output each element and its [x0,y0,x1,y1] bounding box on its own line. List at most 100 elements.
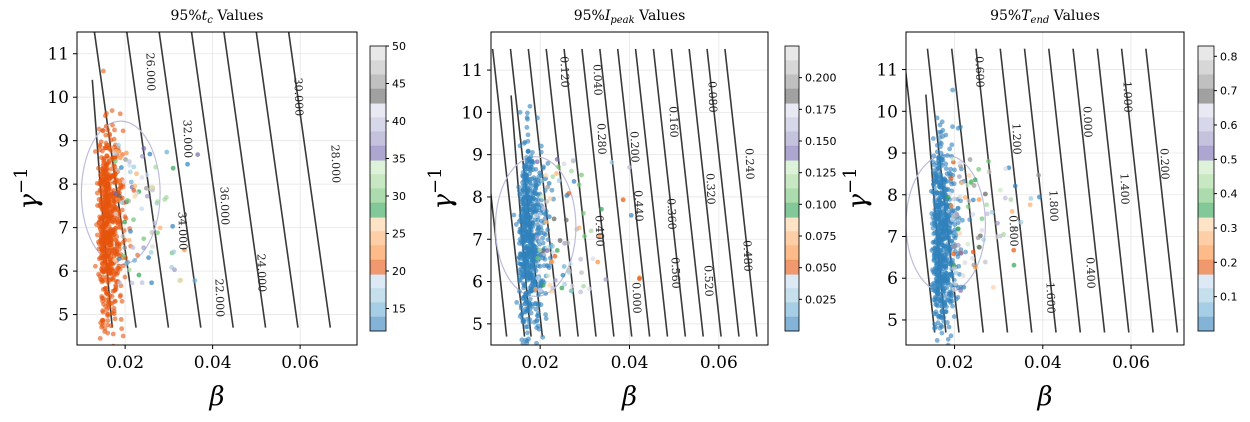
data-point [526,250,532,256]
data-point [122,274,128,280]
data-point [951,286,957,292]
data-point [536,211,542,217]
data-point [949,238,955,244]
data-point [541,263,547,269]
plot-frame [76,31,358,346]
data-point [129,280,135,286]
data-point [101,240,107,246]
data-point [109,310,115,316]
data-point [963,249,968,255]
data-point [104,175,110,181]
data-point [127,162,132,168]
colorbar-segment [1198,174,1214,189]
colorbar-segment [370,60,386,75]
y-label-symbol: γ [14,194,44,210]
data-point [122,245,128,251]
data-point [108,323,114,329]
data-point [147,151,153,157]
data-point [528,195,534,201]
data-point [550,174,556,180]
data-point [112,179,118,185]
data-point [569,283,575,289]
confidence-ellipse [80,120,161,266]
data-point [637,276,642,282]
data-point [113,286,119,292]
contour-label: 0.200 [1157,148,1171,180]
y-tick-label: 7 [472,230,483,250]
data-point [934,215,939,221]
colorbar-segment [1198,188,1214,204]
data-point [960,217,965,223]
data-point [982,259,988,265]
data-point [171,249,177,255]
colorbar-tick-label: 0.050 [805,262,837,275]
data-point [127,169,133,175]
contour-line [950,48,985,333]
colorbar-segment [785,288,799,303]
data-point [530,149,535,155]
contour-line [670,48,705,337]
colorbar-segment [1198,46,1214,61]
data-point [195,152,201,157]
contour-label: 26.000 [143,52,157,91]
data-point [119,326,125,332]
contour-line [975,48,1009,333]
data-point [533,301,538,306]
data-point [103,162,109,168]
data-point [941,189,947,195]
data-point [524,338,530,344]
data-point [532,178,538,184]
data-point [521,226,527,232]
data-point [116,142,121,148]
data-point [936,237,942,243]
colorbar-segment [785,259,799,275]
data-point [98,216,104,221]
x-tick-label: 0.06 [281,353,319,373]
data-point [937,273,943,279]
data-point [958,288,964,293]
data-point [530,270,536,275]
data-point [100,128,106,133]
data-point [547,255,553,261]
data-point [534,234,540,240]
y-tick-label: 10 [47,88,69,108]
data-point [139,175,145,180]
data-point [115,197,121,203]
data-point [566,267,572,273]
colorbar-segment [785,274,799,289]
data-point [595,259,601,265]
colorbar-segment [785,117,799,132]
data-point [530,160,536,166]
colorbar-segment [370,131,386,147]
data-point [122,219,128,225]
contour-line [1072,48,1106,333]
contour-label: 1.800 [1046,190,1060,222]
colorbar-segment [370,288,386,303]
colorbar-tick-label: 0.5 [1220,153,1238,166]
plot-area: 0.120 0.280 0.440 0.560 0.080 0.240 0.400 0.000… [491,48,758,345]
data-point [945,342,951,345]
data-point [543,316,549,321]
data-point [956,263,962,269]
data-point [970,212,976,217]
data-point [958,198,963,204]
data-point [525,255,531,261]
contour-label: 24.000 [254,253,268,292]
data-point [952,167,957,173]
colorbar-tick-label: 0.4 [1220,188,1238,201]
data-point [529,188,535,194]
colorbar-segment [370,188,386,204]
colorbar-segment [785,145,799,161]
data-point [534,115,540,121]
data-point [108,166,114,172]
data-point [1028,196,1034,201]
data-point [546,265,552,271]
data-point [948,203,954,209]
data-point [934,252,940,258]
contour-label: 36.000 [217,186,231,225]
colorbar-segment [1198,259,1214,275]
data-point [552,253,558,259]
data-point [533,306,539,312]
data-point [524,316,530,322]
